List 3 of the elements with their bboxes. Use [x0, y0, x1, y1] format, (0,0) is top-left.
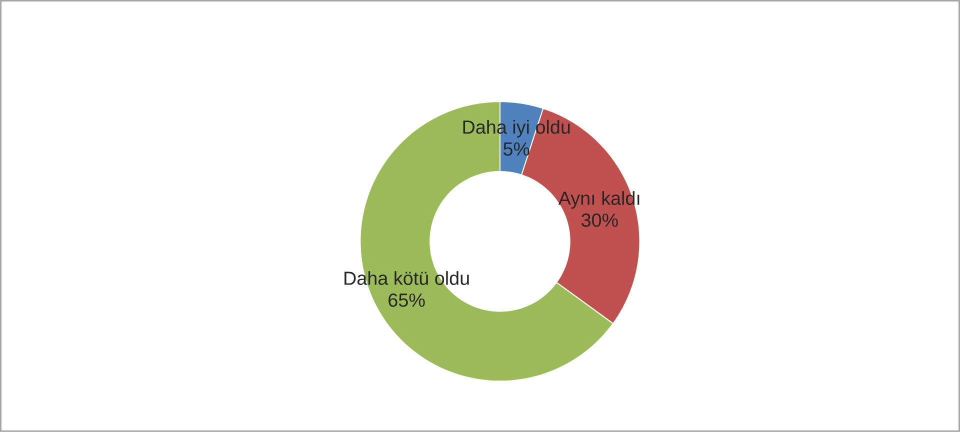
data-label: 5%	[503, 142, 530, 156]
data-label: 65%	[388, 294, 425, 307]
data-label: 30%	[581, 214, 618, 227]
